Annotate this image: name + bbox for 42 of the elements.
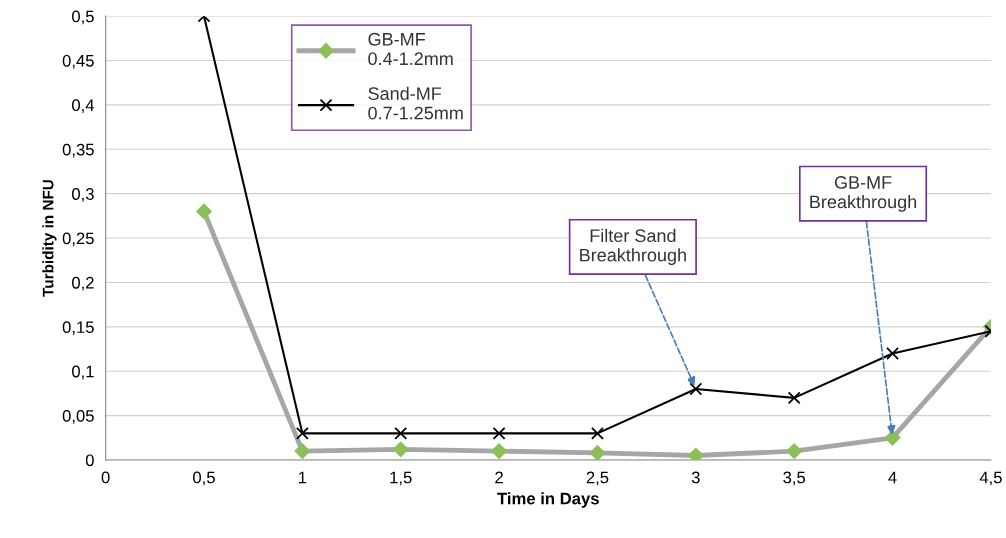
y-tick-label: 0,2: [72, 276, 94, 291]
x-tick-label: 2,5: [586, 471, 609, 486]
x-tick-label: 1: [299, 471, 307, 484]
x-tick-label: 0,5: [193, 471, 215, 486]
y-tick-label: 0,3: [72, 188, 94, 202]
y-tick-label: 0,4: [72, 99, 95, 114]
point: [392, 441, 409, 458]
y-tick-label: 0,1: [72, 365, 94, 380]
x-tick-label: 4,5: [979, 471, 1002, 486]
x-axis-title: Time in Days: [497, 492, 599, 508]
y-tick-label: 0,35: [62, 143, 94, 158]
point: [295, 426, 309, 440]
point: [886, 347, 900, 360]
point: [787, 391, 801, 405]
point: [196, 203, 212, 220]
y-tick-label: 0,15: [62, 321, 94, 336]
annotation: GB-MF Breakthrough: [810, 176, 917, 212]
point: [590, 426, 604, 440]
point: [786, 443, 802, 459]
point: [589, 445, 606, 460]
y-tick-label: 0,45: [62, 54, 94, 69]
x-tick-label: 3: [691, 471, 700, 484]
point: [688, 447, 704, 460]
point: [294, 443, 311, 459]
x-tick-label: 3,5: [783, 471, 806, 486]
y-axis-title: Turbidity in NFU: [42, 180, 57, 297]
legend-label: GB-MF 0.4-1.2mm: [368, 32, 453, 66]
annotation: Filter Sand Breakthrough: [580, 228, 686, 266]
point: [492, 426, 506, 440]
point: [394, 426, 408, 440]
point: [884, 430, 901, 446]
point: [689, 382, 703, 396]
x-tick-label: 4: [888, 471, 897, 484]
legend-label: Sand-MF 0.7-1.25mm: [368, 86, 463, 120]
x-tick-label: 2: [495, 471, 503, 484]
x-tick-label: 0: [101, 471, 110, 484]
x-tick-label: 1,5: [390, 471, 412, 486]
y-tick-label: 0: [85, 454, 94, 467]
y-tick-label: 0,25: [62, 232, 94, 247]
y-tick-label: 0,5: [72, 10, 94, 25]
point: [491, 443, 507, 459]
y-tick-label: 0,05: [62, 410, 94, 424]
